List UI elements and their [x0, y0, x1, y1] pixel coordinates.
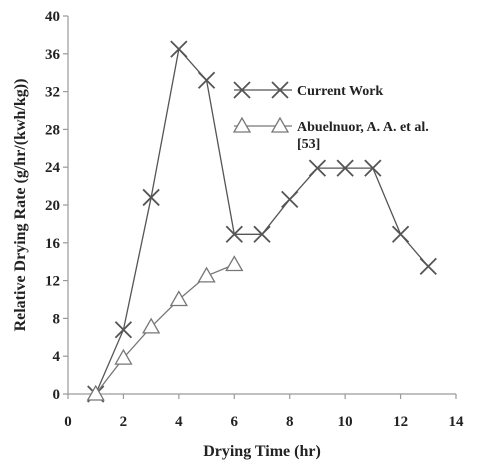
- y-tick-label: 28: [45, 122, 60, 138]
- y-tick-label: 36: [45, 47, 61, 63]
- triangle-marker-point: [86, 384, 105, 401]
- y-tick-label: 12: [45, 274, 60, 290]
- legend-x-marker: [233, 81, 289, 99]
- x-marker-point: [364, 159, 382, 177]
- x-marker-point: [308, 159, 327, 177]
- x-tick-label: 10: [338, 414, 353, 430]
- triangle-marker-point: [142, 317, 161, 334]
- series-line-2: [95, 263, 235, 395]
- legend-entry-1: Current Work: [233, 81, 383, 99]
- y-tick-label: 8: [53, 311, 61, 327]
- legend-triangle-marker: [232, 116, 290, 133]
- series-line-1: [95, 47, 429, 395]
- triangle-marker-point: [197, 266, 216, 283]
- series-layer: [86, 40, 437, 403]
- legend: Current Work Abuelnuor, A. A. et al. [53]: [232, 81, 429, 152]
- x-marker-point: [170, 40, 188, 58]
- legend-label: Current Work: [297, 84, 383, 99]
- triangle-marker-point: [225, 255, 244, 272]
- x-marker-point: [114, 321, 133, 339]
- triangle-marker-point: [169, 290, 188, 307]
- x-marker-point: [391, 225, 410, 243]
- y-tick-label: 20: [45, 198, 60, 214]
- y-tick-label: 4: [53, 349, 61, 365]
- x-marker-point: [225, 225, 243, 243]
- x-tick-label: 14: [449, 414, 465, 430]
- axes: [67, 16, 456, 395]
- y-tick-label: 24: [45, 160, 61, 176]
- x-marker-point: [253, 225, 271, 243]
- y-tick-label: 0: [53, 387, 61, 403]
- x-marker-point: [281, 190, 299, 208]
- x-tick-label: 4: [175, 414, 183, 430]
- y-tick-label: 32: [45, 85, 60, 101]
- legend-entry-2: Abuelnuor, A. A. et al. [53]: [232, 116, 429, 152]
- x-tick-label: 2: [120, 414, 128, 430]
- x-axis-title: Drying Time (hr): [203, 443, 321, 460]
- legend-label: Abuelnuor, A. A. et al. [53]: [297, 120, 429, 152]
- triangle-marker-point: [114, 348, 133, 365]
- x-marker-point: [197, 71, 216, 89]
- x-tick-label: 12: [393, 414, 408, 430]
- y-tick-label: 16: [45, 236, 61, 252]
- y-ticks: 0 4 8 12 16 20 24 28 32 36 40: [45, 9, 68, 403]
- x-marker-point: [419, 257, 437, 276]
- x-ticks: 0 2 4 6 8 10 12 14: [64, 394, 464, 430]
- x-tick-label: 6: [231, 414, 239, 430]
- x-tick-label: 0: [64, 414, 72, 430]
- x-tick-label: 8: [286, 414, 294, 430]
- y-axis-title: Relative Drying Rate (g/hr/(kwh/kg)): [12, 79, 29, 332]
- x-marker-point: [336, 159, 354, 177]
- x-marker-point: [142, 188, 160, 207]
- y-tick-label: 40: [45, 9, 60, 25]
